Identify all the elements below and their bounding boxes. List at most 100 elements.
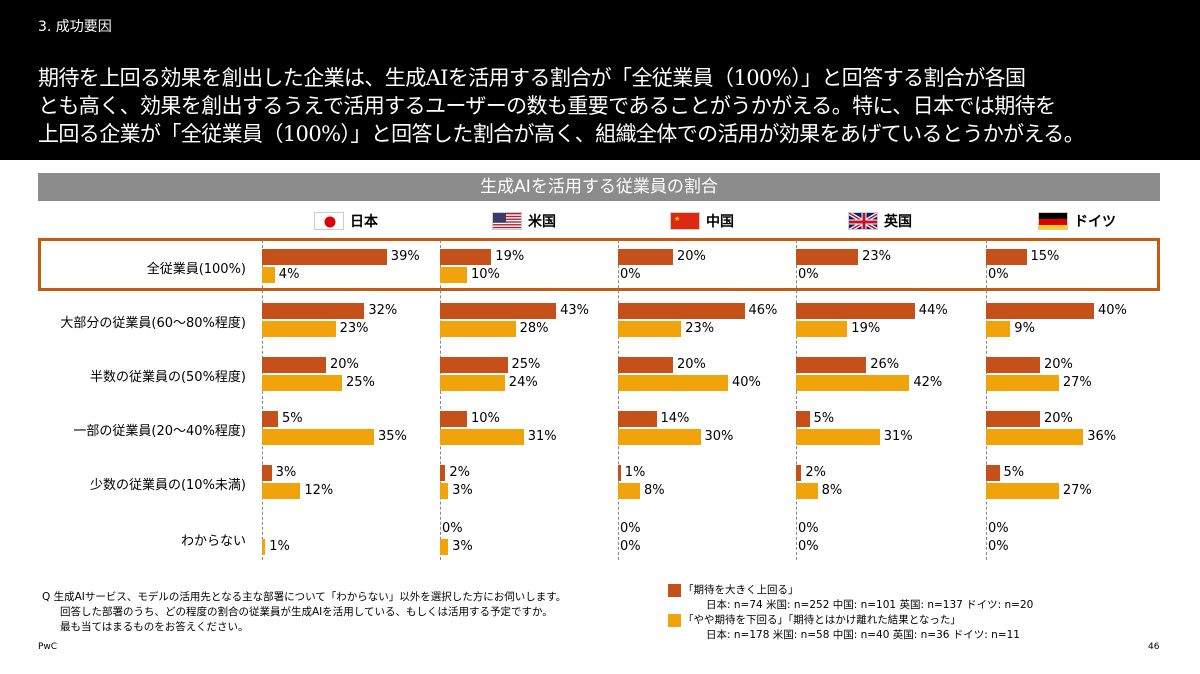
data-label: 23% xyxy=(685,321,715,336)
uk-flag-icon xyxy=(848,212,878,230)
data-label: 5% xyxy=(1003,465,1025,480)
bar-below xyxy=(262,267,275,283)
panel-axis-line xyxy=(618,240,619,560)
germany-flag-icon xyxy=(1038,212,1068,230)
bar-above xyxy=(440,465,446,481)
data-label: 20% xyxy=(1044,357,1073,372)
data-label: 10% xyxy=(471,411,500,426)
data-label: 19% xyxy=(851,321,881,336)
legend-label: 「やや期待を下回る」「期待とはかけ離れた結果となった」 xyxy=(683,614,961,626)
country-header-2: ★ 中国 xyxy=(670,211,734,231)
bar-below xyxy=(796,375,910,391)
bar-below xyxy=(262,539,266,555)
data-label: 5% xyxy=(813,411,835,426)
data-label: 10% xyxy=(471,267,500,282)
bar-below xyxy=(986,429,1084,445)
data-label: 0% xyxy=(798,267,819,282)
data-label: 12% xyxy=(304,483,334,498)
bar-above xyxy=(618,303,745,319)
bar-above xyxy=(618,411,657,427)
data-label: 25% xyxy=(511,357,541,372)
data-label: 43% xyxy=(560,303,589,318)
bar-above xyxy=(262,357,326,373)
data-label: 14% xyxy=(660,411,690,426)
question-line: Q 生成AIサービス、モデルの活用先となる主な部署について「わからない」以外を選… xyxy=(42,591,567,603)
data-label: 24% xyxy=(508,375,538,390)
data-label: 40% xyxy=(732,375,761,390)
data-label: 0% xyxy=(620,539,641,554)
data-label: 8% xyxy=(644,483,665,498)
headline-line: 上回る企業が「全従業員（100%）」と回答した割合が高く、組織全体での活用が効果… xyxy=(38,122,1085,146)
bar-above xyxy=(440,249,492,265)
headline-line: 期待を上回る効果を創出した企業は、生成AIを活用する割合が「全従業員（100%）… xyxy=(38,66,1026,90)
data-label: 32% xyxy=(368,303,398,318)
category-label: 全従業員(100%) xyxy=(146,262,246,277)
category-label: わからない xyxy=(180,534,246,549)
bar-below xyxy=(796,483,818,499)
headline-line: とも高く、効果を創出するうえで活用するユーザーの数も重要であることがうかがえる。… xyxy=(38,94,1056,118)
legend-n: 日本: n=74 米国: n=252 中国: n=101 英国: n=137 ド… xyxy=(706,599,1034,611)
data-label: 27% xyxy=(1062,375,1092,390)
legend-swatch xyxy=(668,584,681,597)
question-line: 最も当てはまるものをお答えください。 xyxy=(60,621,249,633)
country-name: 中国 xyxy=(706,214,734,230)
data-label: 20% xyxy=(677,357,706,372)
bar-below xyxy=(618,375,728,391)
data-label: 0% xyxy=(988,539,1009,554)
question-note: Q 生成AIサービス、モデルの活用先となる主な部署について「わからない」以外を選… xyxy=(42,590,566,635)
panel-axis-line xyxy=(262,240,263,560)
bar-below xyxy=(986,483,1059,499)
data-label: 2% xyxy=(805,465,827,480)
country-name: ドイツ xyxy=(1074,214,1116,230)
bar-above xyxy=(262,465,272,481)
bar-above xyxy=(796,249,859,265)
data-label: 23% xyxy=(862,249,891,264)
question-line: 回答した部署のうち、どの程度の割合の従業員が生成AIを活用している、もしくは活用… xyxy=(60,606,553,618)
data-label: 20% xyxy=(1044,411,1073,426)
category-label: 少数の従業員の(10%未満) xyxy=(89,478,246,493)
bar-below xyxy=(262,429,374,445)
bar-below xyxy=(440,483,449,499)
bar-below xyxy=(986,375,1059,391)
country-header-0: 日本 xyxy=(314,211,378,231)
data-label: 42% xyxy=(913,375,943,390)
bar-above xyxy=(796,357,867,373)
data-label: 5% xyxy=(282,411,303,426)
bar-above xyxy=(986,411,1040,427)
bar-above xyxy=(986,357,1040,373)
data-label: 3% xyxy=(452,483,473,498)
data-label: 0% xyxy=(798,521,819,536)
data-label: 31% xyxy=(527,429,557,444)
data-label: 25% xyxy=(346,375,375,390)
china-flag-icon: ★ xyxy=(670,212,700,230)
bar-above xyxy=(986,249,1027,265)
data-label: 27% xyxy=(1062,483,1092,498)
data-label: 8% xyxy=(821,483,843,498)
highlight-box xyxy=(38,238,1160,291)
us-flag-icon xyxy=(492,212,522,230)
data-label: 2% xyxy=(449,465,471,480)
data-label: 0% xyxy=(442,521,463,536)
bar-below xyxy=(440,267,467,283)
bar-above xyxy=(262,303,365,319)
bar-below xyxy=(262,483,301,499)
data-label: 26% xyxy=(870,357,900,372)
legend-swatch xyxy=(668,614,681,627)
data-label: 19% xyxy=(495,249,525,264)
bar-above xyxy=(262,411,278,427)
bar-above xyxy=(618,465,621,481)
data-label: 20% xyxy=(677,249,706,264)
bar-below xyxy=(440,539,449,555)
legend-item-below: 「やや期待を下回る」「期待とはかけ離れた結果となった」 xyxy=(668,613,1033,628)
data-label: 1% xyxy=(269,539,290,554)
headline: 期待を上回る効果を創出した企業は、生成AIを活用する割合が「全従業員（100%）… xyxy=(38,64,1188,148)
data-label: 23% xyxy=(339,321,369,336)
data-label: 20% xyxy=(330,357,359,372)
data-label: 44% xyxy=(918,303,948,318)
country-name: 米国 xyxy=(528,214,556,230)
country-header-1: 米国 xyxy=(492,211,556,231)
panel-axis-line xyxy=(440,240,441,560)
section-label: 3. 成功要因 xyxy=(38,19,112,35)
legend-n: 日本: n=178 米国: n=58 中国: n=40 英国: n=36 ドイツ… xyxy=(706,629,1020,641)
data-label: 30% xyxy=(704,429,734,444)
